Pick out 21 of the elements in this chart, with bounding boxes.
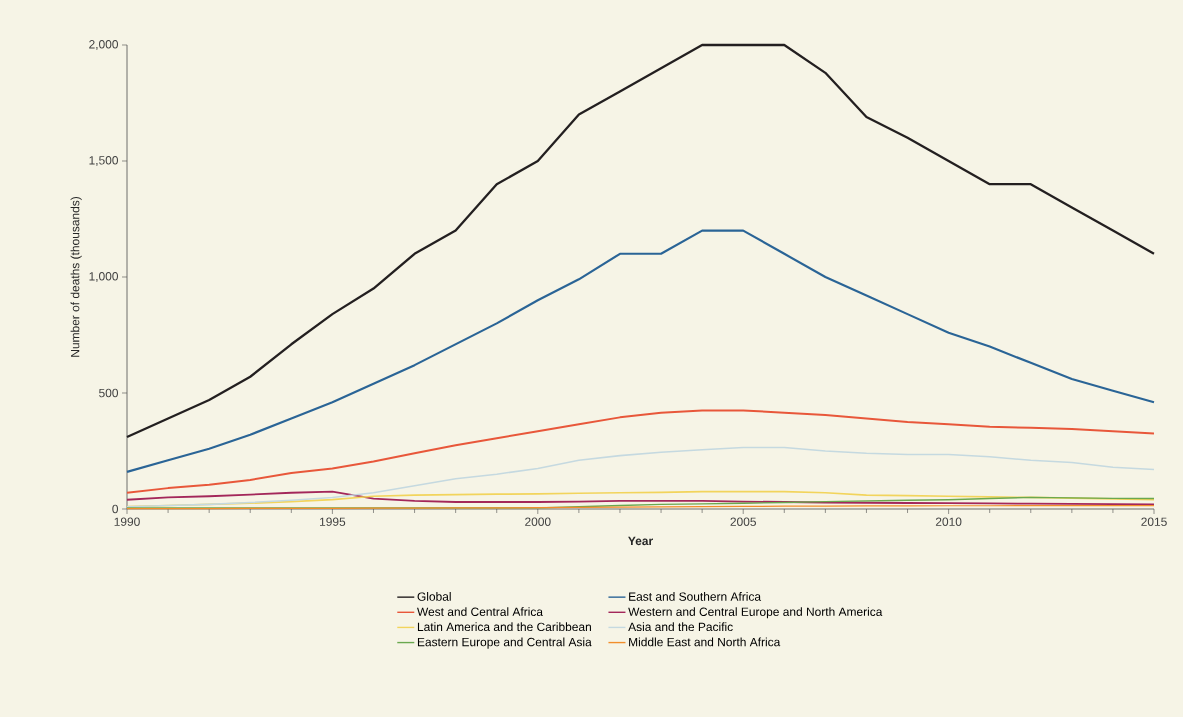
y-tick-label: 500 bbox=[99, 388, 119, 398]
legend-label: Western and Central Europe and North America bbox=[628, 607, 883, 619]
legend-label: West and Central Africa bbox=[417, 607, 543, 616]
legend-label: Global bbox=[417, 592, 451, 601]
legend-label: Latin America and the Caribbean bbox=[417, 622, 591, 632]
y-axis-title: Number of deaths (thousands) bbox=[70, 197, 82, 357]
legend-label: Eastern Europe and Central Asia bbox=[417, 637, 592, 649]
y-tick-label: 1,000 bbox=[89, 272, 119, 282]
legend-label: East and Southern Africa bbox=[629, 592, 762, 601]
y-tick-label: 2,000 bbox=[89, 40, 119, 50]
y-tick-label: 0 bbox=[112, 504, 119, 514]
x-tick-label: 2010 bbox=[935, 517, 962, 526]
x-tick-label: 1995 bbox=[320, 517, 346, 526]
x-tick-label: 1990 bbox=[114, 517, 140, 526]
x-tick-label: 2005 bbox=[730, 517, 756, 526]
x-tick-label: 2000 bbox=[525, 517, 551, 526]
y-tick-label: 1,500 bbox=[89, 156, 119, 166]
legend-label: Asia and the Pacific bbox=[628, 622, 733, 632]
x-axis-title: Year bbox=[628, 536, 653, 546]
legend-label: Middle East and North Africa bbox=[629, 637, 781, 647]
x-tick-label: 2015 bbox=[1141, 517, 1167, 526]
